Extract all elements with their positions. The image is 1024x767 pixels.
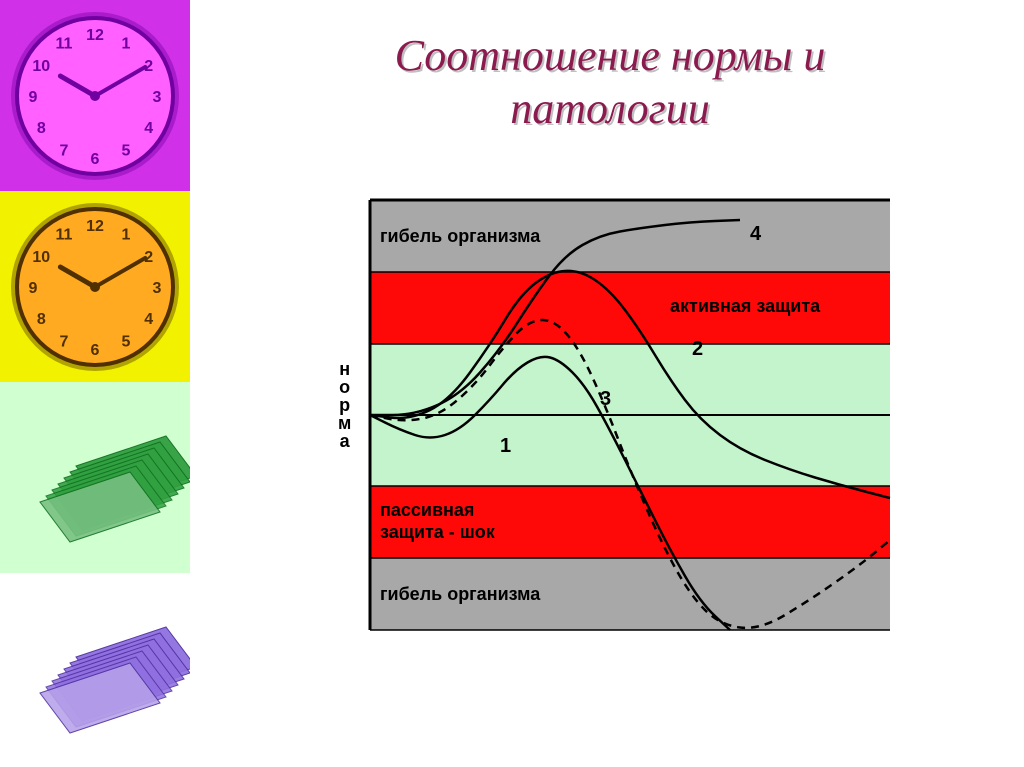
- sidebar: 121234567891011 121234567891011: [0, 0, 190, 767]
- svg-text:1: 1: [122, 35, 131, 52]
- chart-container: 1 2 3 4 гибель организма активная защита пасси…: [300, 170, 920, 670]
- svg-text:10: 10: [32, 58, 50, 75]
- svg-text:гибель организма: гибель организма: [380, 226, 541, 246]
- svg-text:9: 9: [29, 89, 38, 106]
- svg-text:активная защита: активная защита: [670, 296, 821, 316]
- svg-text:3: 3: [153, 280, 162, 297]
- tile-clock-magenta: 121234567891011: [0, 0, 190, 191]
- svg-text:гибель организма: гибель организма: [380, 584, 541, 604]
- svg-text:11: 11: [56, 226, 73, 243]
- svg-text:11: 11: [56, 35, 73, 52]
- svg-text:7: 7: [60, 334, 69, 351]
- svg-text:3: 3: [153, 89, 162, 106]
- tile-clock-yellow: 121234567891011: [0, 191, 190, 382]
- svg-text:4: 4: [144, 120, 153, 137]
- svg-text:8: 8: [37, 120, 46, 137]
- svg-text:4: 4: [144, 311, 153, 328]
- svg-text:4: 4: [750, 223, 762, 245]
- svg-text:12: 12: [86, 27, 104, 44]
- y-axis-label: норма: [338, 360, 351, 450]
- svg-text:5: 5: [122, 143, 131, 160]
- tile-papers-purple: [0, 573, 190, 764]
- svg-text:5: 5: [122, 334, 131, 351]
- svg-text:12: 12: [86, 218, 104, 235]
- svg-text:9: 9: [29, 280, 38, 297]
- slide-title: Соотношение нормы ипатологииСоотношение …: [240, 30, 980, 136]
- svg-text:защита - шок: защита - шок: [380, 522, 496, 542]
- svg-text:6: 6: [91, 151, 100, 168]
- svg-text:1: 1: [122, 226, 131, 243]
- svg-text:7: 7: [60, 143, 69, 160]
- svg-text:10: 10: [32, 249, 50, 266]
- svg-text:6: 6: [91, 342, 100, 359]
- svg-text:2: 2: [692, 338, 703, 360]
- svg-text:пассивная: пассивная: [380, 500, 474, 520]
- tile-papers-green: [0, 382, 190, 573]
- svg-text:3: 3: [600, 388, 611, 410]
- svg-text:8: 8: [37, 311, 46, 328]
- norm-pathology-chart: 1 2 3 4 гибель организма активная защита пасси…: [300, 170, 920, 670]
- svg-text:1: 1: [500, 435, 511, 457]
